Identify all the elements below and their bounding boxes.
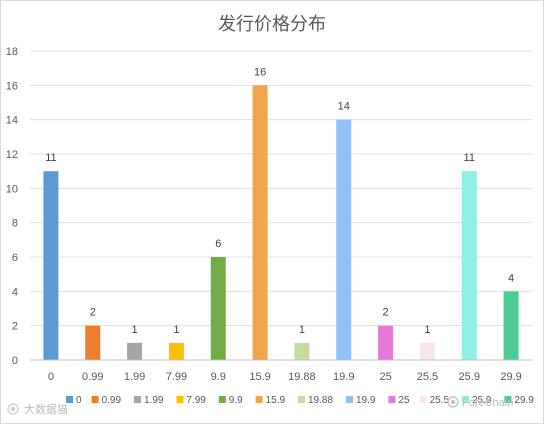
- x-tick-label: 9.9: [211, 371, 226, 383]
- legend-swatch: [91, 396, 99, 403]
- y-axis-ticks: 0 2 4 6 8 10 12 14 16 18: [6, 46, 18, 367]
- y-tick-label: 2: [12, 321, 18, 333]
- legend-label: 1.99: [144, 395, 164, 406]
- legend-label: 7.99: [186, 395, 206, 406]
- data-label: 1: [132, 324, 138, 336]
- legend-label: 0.99: [102, 395, 122, 406]
- legend-swatch: [462, 396, 469, 403]
- y-tick-label: 12: [6, 149, 18, 161]
- legend-label: 25.5: [430, 395, 450, 406]
- legend-swatch: [298, 396, 305, 403]
- x-tick-label: 29.9: [500, 371, 521, 383]
- gridlines: [30, 50, 532, 327]
- data-label: 14: [338, 101, 350, 113]
- legend-swatch: [176, 396, 184, 403]
- watermark-right: ForeChain: [447, 396, 513, 409]
- y-tick-label: 0: [12, 355, 18, 367]
- legend-swatch: [134, 396, 141, 403]
- y-tick-label: 10: [6, 183, 18, 195]
- bar-29.9: [503, 291, 519, 360]
- data-label: 11: [45, 152, 56, 164]
- chart-title: 发行价格分布: [218, 14, 326, 34]
- data-label: 1: [424, 324, 430, 336]
- x-tick-label: 1.99: [124, 371, 145, 383]
- bar-19.9: [336, 119, 352, 361]
- y-tick-label: 8: [12, 218, 18, 230]
- bar-1.99: [127, 342, 143, 360]
- y-tick-label: 16: [6, 80, 18, 92]
- watermark-left: 大数据猫: [7, 402, 68, 416]
- bar-25.9: [461, 171, 477, 360]
- data-label: 11: [464, 152, 475, 164]
- legend-label: 25: [398, 395, 410, 406]
- legend-label: 25.9: [472, 395, 492, 406]
- data-label: 4: [508, 272, 514, 284]
- bar-7.99: [168, 342, 184, 360]
- x-tick-label: 25: [379, 371, 391, 383]
- legend-swatch: [255, 396, 263, 403]
- legend-swatch: [388, 396, 396, 403]
- x-tick-label: 19.88: [288, 371, 316, 383]
- legend-swatch: [66, 396, 73, 403]
- bar-15.9: [252, 85, 268, 360]
- x-tick-label: 0: [48, 371, 54, 383]
- bar-9.9: [210, 257, 226, 360]
- data-label: 2: [383, 307, 389, 319]
- x-tick-label: 15.9: [249, 371, 270, 383]
- watermark-right-text: ForeChain: [462, 397, 513, 409]
- legend-label: 0: [76, 395, 82, 406]
- data-label: 1: [173, 324, 179, 336]
- x-tick-label: 25.9: [459, 371, 480, 383]
- legend: 0 0.99 1.99 7.99 9.9 15.9 19.88 19.9 25 25.5 25.9 2…: [66, 395, 534, 406]
- data-label: 16: [254, 66, 266, 78]
- legend-swatch: [346, 396, 353, 403]
- legend-swatch: [218, 396, 226, 403]
- x-tick-label: 19.9: [333, 371, 354, 383]
- y-tick-label: 14: [6, 115, 18, 127]
- legend-label: 9.9: [229, 395, 243, 406]
- bar-0.99: [85, 325, 101, 360]
- bar-25.5: [419, 342, 435, 360]
- legend-label: 15.9: [266, 395, 286, 406]
- x-axis-ticks: 0 0.99 1.99 7.99 9.9 15.9 19.88 19.9 25 25.5 25.9 2…: [48, 371, 522, 383]
- legend-swatch: [504, 396, 512, 403]
- legend-label: 29.9: [514, 395, 534, 406]
- data-label: 6: [215, 238, 221, 250]
- bar-25: [378, 325, 394, 360]
- legend-swatch: [419, 396, 427, 403]
- watermark-left-text: 大数据猫: [24, 402, 68, 416]
- y-tick-label: 18: [6, 46, 18, 58]
- bar-0: [43, 171, 59, 360]
- x-tick-label: 0.99: [82, 371, 103, 383]
- y-tick-label: 4: [12, 286, 18, 298]
- data-label: 1: [299, 324, 305, 336]
- legend-label: 19.88: [308, 395, 333, 406]
- bars: [43, 85, 519, 361]
- data-label: 2: [90, 307, 96, 319]
- bar-19.88: [294, 342, 310, 360]
- legend-label: 19.9: [356, 395, 376, 406]
- x-tick-label: 7.99: [166, 371, 187, 383]
- x-tick-label: 25.5: [417, 371, 438, 383]
- y-tick-label: 6: [12, 252, 18, 264]
